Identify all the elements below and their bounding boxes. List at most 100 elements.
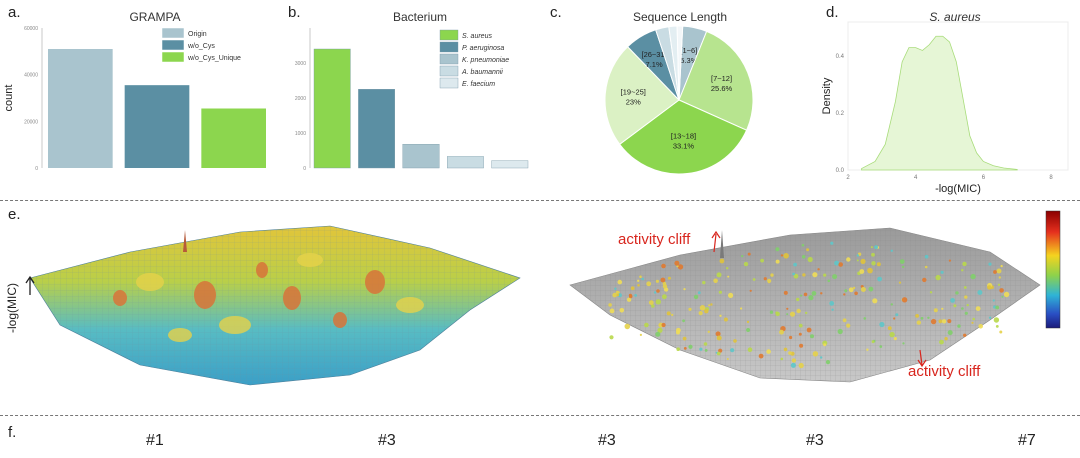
chart-b-legend-label: P. aeruginosa — [462, 45, 504, 52]
landscape-point — [963, 286, 967, 289]
landscape-point — [995, 305, 1000, 310]
cliff-arrow-icon-2 — [917, 349, 927, 368]
chart-d-xtick: 2 — [846, 175, 850, 181]
landscape-point — [964, 311, 968, 315]
landscape-point — [733, 339, 737, 343]
landscape-point — [780, 357, 784, 361]
landscape-point — [741, 255, 744, 258]
landscape-point — [676, 327, 681, 333]
landscape-point — [662, 284, 668, 289]
landscape-point — [955, 291, 959, 295]
landscape-point — [807, 256, 813, 263]
activity-cliff-label-2: activity cliff — [908, 363, 981, 380]
landscape-point — [961, 269, 964, 272]
landscape-point — [793, 273, 799, 279]
landscape-point — [801, 255, 806, 259]
landscape-point — [798, 332, 802, 336]
footer-item-3: #3 — [598, 432, 616, 449]
landscape-point — [783, 253, 789, 259]
chart-d-area — [861, 35, 1018, 171]
landscape-point — [779, 329, 784, 335]
landscape-point — [975, 306, 981, 311]
landscape-point — [683, 288, 686, 291]
landscape-point — [630, 286, 635, 291]
landscape-point — [639, 275, 642, 278]
landscape-point — [901, 265, 905, 269]
landscape-point — [846, 323, 851, 328]
landscape-point — [872, 298, 878, 304]
chart-b-legend-label: K. pneumoniae — [462, 57, 509, 64]
divider-bottom — [0, 415, 1080, 416]
landscape-point — [796, 308, 801, 314]
chart-c-slice-pct: 25.6% — [711, 84, 733, 93]
landscape-point — [718, 348, 723, 353]
chart-b-legend-label: S. aureus — [462, 33, 492, 40]
landscape-point — [941, 319, 947, 324]
landscape-point — [947, 330, 953, 336]
landscape-point — [730, 348, 735, 353]
chart-b-legend-label: A. baumannii — [461, 69, 503, 76]
landscape-point — [876, 262, 881, 267]
landscape-point — [634, 294, 637, 297]
landscape-point — [978, 324, 983, 329]
landscape-point — [852, 286, 856, 290]
landscape-point — [940, 270, 944, 274]
panel-label-b: b. — [288, 4, 301, 21]
landscape-point — [805, 311, 808, 315]
chart-c-slice-label: [1~6] — [680, 46, 697, 55]
landscape-point — [788, 351, 792, 355]
chart-c-slice — [676, 25, 684, 101]
chart-b-legend-swatch — [439, 53, 459, 65]
chart-b-bar — [491, 160, 529, 169]
landscape-point — [901, 297, 908, 303]
landscape-point — [859, 269, 865, 274]
landscape-point — [966, 303, 969, 307]
chart-a-ytick: 0 — [35, 166, 38, 172]
landscape-point — [786, 307, 789, 310]
landscape-point — [977, 290, 983, 295]
landscape-point — [704, 309, 709, 314]
landscape-point — [719, 258, 725, 264]
landscape-point — [770, 273, 774, 277]
chart-b: 0 1000 2000 3000 S. aureus P. aeruginosa K. pn… — [295, 28, 529, 172]
landscape-point — [887, 326, 892, 331]
landscape-point — [656, 289, 660, 293]
landscape-point — [944, 337, 948, 341]
landscape-point — [707, 330, 710, 333]
landscape-point — [644, 322, 649, 328]
landscape-point — [704, 349, 708, 352]
landscape-point — [947, 319, 952, 324]
landscape-point — [993, 317, 1000, 323]
landscape-point — [783, 290, 788, 295]
landscape-point — [938, 319, 943, 324]
landscape-point — [870, 246, 873, 249]
landscape-point — [743, 261, 749, 267]
panel-label-f: f. — [8, 424, 17, 441]
landscape-point — [716, 272, 722, 278]
landscape-point — [871, 261, 876, 266]
landscape-point — [877, 276, 882, 282]
landscape-ylabel: -log(MIC) — [5, 283, 19, 333]
landscape-point — [868, 286, 874, 292]
landscape-point — [619, 308, 625, 313]
landscape-point — [792, 272, 795, 276]
landscape-point — [843, 293, 846, 296]
landscape-point — [992, 299, 995, 302]
landscape-point — [661, 263, 666, 269]
landscape-point — [812, 272, 818, 278]
chart-b-ytick: 1000 — [295, 131, 306, 137]
landscape-point — [726, 358, 729, 360]
landscape-point — [718, 290, 723, 294]
chart-c-slice-pct: 7.1% — [646, 60, 663, 69]
landscape-point — [848, 287, 854, 293]
landscape-point — [703, 342, 708, 346]
landscape-point — [953, 304, 957, 308]
landscape-point — [998, 276, 1001, 279]
chart-a-ytick: 20000 — [24, 119, 38, 125]
panel-label-d: d. — [826, 4, 839, 21]
landscape-point — [661, 322, 666, 328]
chart-b-title: Bacterium — [392, 10, 448, 24]
landscape-point — [798, 362, 804, 369]
landscape-point — [746, 328, 751, 332]
landscape-point — [800, 294, 803, 297]
